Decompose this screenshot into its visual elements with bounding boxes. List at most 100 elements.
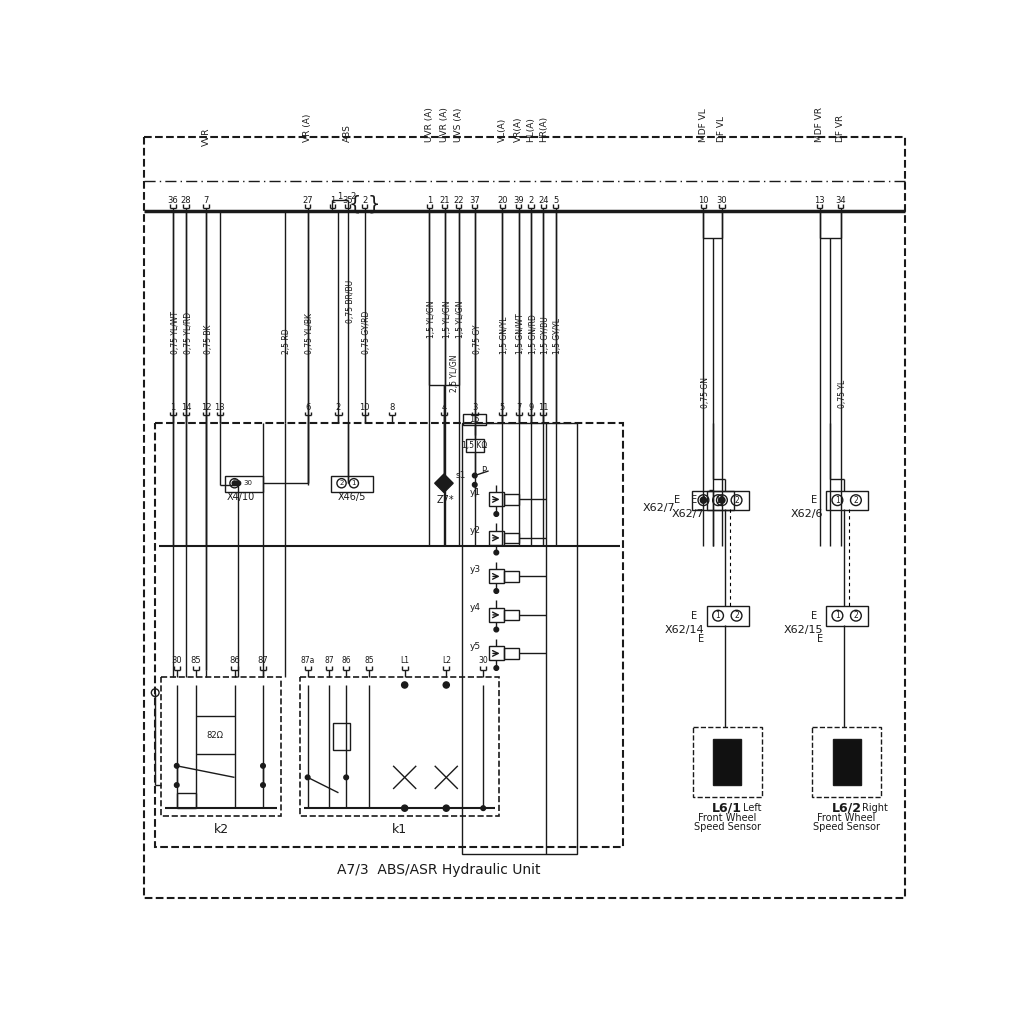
Text: 1,5 GY/BU: 1,5 GY/BU: [541, 316, 550, 354]
Circle shape: [261, 782, 265, 787]
Bar: [333, 724, 350, 751]
Text: 2: 2: [350, 191, 355, 201]
Text: X62/14: X62/14: [665, 625, 705, 635]
Text: Z7*: Z7*: [436, 496, 455, 505]
Circle shape: [174, 764, 179, 768]
Text: 2: 2: [232, 478, 237, 484]
Text: 85: 85: [365, 655, 374, 665]
Text: 1,5 YL/GN: 1,5 YL/GN: [442, 301, 452, 339]
Text: 0,75 YL/WT: 0,75 YL/WT: [171, 311, 180, 354]
Circle shape: [443, 805, 450, 811]
Text: 1,5 YL/GN: 1,5 YL/GN: [427, 301, 436, 339]
Text: }: }: [368, 195, 380, 213]
Text: VR(A): VR(A): [514, 117, 523, 142]
Text: P: P: [481, 466, 486, 475]
Circle shape: [481, 806, 485, 810]
Text: L6/1: L6/1: [713, 802, 742, 815]
Bar: [504, 532, 519, 544]
Text: 2: 2: [734, 496, 739, 505]
Text: UVR (A): UVR (A): [440, 108, 450, 142]
Text: 3: 3: [472, 403, 477, 413]
Text: X62/7: X62/7: [672, 509, 705, 519]
Text: y5: y5: [470, 642, 481, 651]
Circle shape: [494, 512, 499, 516]
Text: E: E: [817, 634, 823, 644]
Text: 87: 87: [325, 655, 334, 665]
Text: 34: 34: [836, 197, 846, 205]
Text: E: E: [698, 634, 705, 644]
Text: 9: 9: [528, 403, 534, 413]
Circle shape: [472, 482, 477, 487]
Text: E: E: [811, 496, 816, 505]
Text: 0,75 GY: 0,75 GY: [472, 325, 481, 354]
Text: 39: 39: [513, 197, 524, 205]
Text: 2: 2: [339, 480, 344, 486]
Text: 2: 2: [362, 197, 368, 205]
Bar: [707, 490, 749, 510]
Text: 37: 37: [469, 197, 480, 205]
Text: Left: Left: [742, 803, 761, 813]
Text: VL(A): VL(A): [498, 118, 507, 142]
Bar: [331, 475, 373, 493]
Bar: [812, 727, 882, 797]
Text: VR (A): VR (A): [303, 114, 312, 142]
Text: 24: 24: [538, 197, 549, 205]
Circle shape: [305, 775, 310, 779]
Text: L6/2: L6/2: [831, 802, 861, 815]
Bar: [488, 569, 504, 584]
Circle shape: [494, 550, 499, 555]
Text: 14: 14: [181, 403, 191, 413]
Text: 20: 20: [498, 197, 508, 205]
Bar: [156, 423, 624, 847]
Circle shape: [494, 666, 499, 671]
Bar: [488, 531, 504, 545]
Text: L2: L2: [441, 655, 451, 665]
Text: s1: s1: [456, 471, 466, 480]
Text: 1: 1: [351, 480, 356, 486]
Text: Front Wheel: Front Wheel: [698, 813, 757, 823]
Text: 15: 15: [469, 415, 480, 424]
Text: 5: 5: [500, 403, 505, 413]
Text: 2: 2: [528, 197, 534, 205]
Text: VVR: VVR: [202, 127, 211, 146]
Text: 13: 13: [814, 197, 825, 205]
Bar: [504, 648, 519, 658]
Text: k1: k1: [392, 823, 407, 837]
Text: E: E: [691, 496, 697, 505]
Polygon shape: [435, 474, 454, 493]
Text: 1: 1: [427, 197, 432, 205]
Text: E: E: [674, 496, 680, 505]
Text: MDF VL: MDF VL: [699, 109, 708, 142]
Text: 10: 10: [359, 403, 370, 413]
Circle shape: [494, 589, 499, 593]
Text: Speed Sensor: Speed Sensor: [813, 822, 881, 833]
Bar: [488, 608, 504, 622]
Text: 5: 5: [553, 197, 558, 205]
Text: 10: 10: [698, 197, 709, 205]
Text: 36: 36: [168, 197, 178, 205]
Text: X46/5: X46/5: [337, 493, 366, 502]
Text: 1: 1: [716, 611, 721, 621]
Bar: [162, 677, 281, 816]
Text: HL(A): HL(A): [526, 118, 536, 142]
Bar: [504, 494, 519, 505]
Text: 87a: 87a: [300, 655, 314, 665]
Bar: [488, 493, 504, 506]
Text: 21: 21: [439, 197, 450, 205]
Text: k2: k2: [213, 823, 228, 837]
Text: 11: 11: [538, 403, 549, 413]
Text: y3: y3: [470, 565, 481, 574]
Text: X4/10: X4/10: [226, 493, 255, 502]
Text: 1,5 YL/GN: 1,5 YL/GN: [457, 301, 465, 339]
Text: 1,5 GN/WT: 1,5 GN/WT: [516, 313, 525, 354]
Bar: [196, 716, 234, 755]
Text: 0,75 GN: 0,75 GN: [701, 377, 711, 408]
Circle shape: [232, 481, 237, 485]
Bar: [504, 571, 519, 582]
Bar: [462, 423, 578, 854]
Text: DF VL: DF VL: [718, 116, 726, 142]
Text: 4: 4: [441, 403, 446, 413]
Text: 86: 86: [229, 655, 240, 665]
Text: 2,5 YL/GN: 2,5 YL/GN: [451, 355, 459, 392]
Text: 2: 2: [720, 496, 724, 505]
